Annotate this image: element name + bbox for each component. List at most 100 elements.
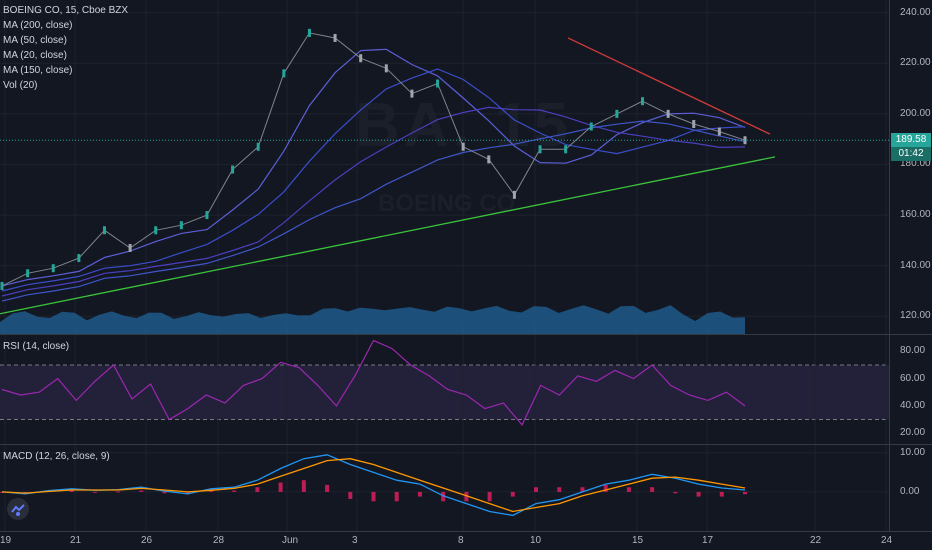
macd-histogram-bar bbox=[417, 491, 422, 497]
price-candle bbox=[0, 281, 4, 290]
macd-line bbox=[1, 454, 746, 517]
bar-countdown-tag: 01:42 bbox=[891, 147, 931, 162]
price-candle bbox=[256, 142, 260, 151]
price-candle bbox=[307, 28, 311, 37]
time-tick-label: 21 bbox=[70, 535, 82, 546]
price-candle bbox=[333, 33, 337, 42]
macd-histogram-bar bbox=[557, 487, 562, 492]
legend-title[interactable]: BOEING CO, 15, Cboe BZX bbox=[3, 5, 129, 16]
price-tick-label: 220.00 bbox=[900, 57, 931, 69]
legend-ma50[interactable]: MA (50, close) bbox=[3, 35, 67, 46]
macd-histogram-bar bbox=[208, 490, 213, 492]
legend-ma150[interactable]: MA (150, close) bbox=[3, 65, 73, 76]
price-candle bbox=[692, 119, 696, 128]
macd-histogram-bar bbox=[116, 491, 121, 493]
price-candle bbox=[666, 109, 670, 118]
legend-ma200[interactable]: MA (200, close) bbox=[3, 20, 73, 31]
macd-histogram-bar bbox=[487, 491, 492, 502]
price-candle bbox=[512, 190, 516, 199]
rsi-pane[interactable]: RSI (14, close) bbox=[0, 335, 889, 444]
rsi-legend[interactable]: RSI (14, close) bbox=[3, 341, 70, 352]
macd-histogram-bar bbox=[278, 482, 283, 492]
pane-divider[interactable] bbox=[0, 444, 932, 445]
macd-histogram-bar bbox=[185, 491, 190, 495]
time-tick-label: 22 bbox=[810, 535, 822, 546]
time-tick-label: 28 bbox=[213, 535, 225, 546]
rsi-tick-label: 80.00 bbox=[900, 345, 926, 357]
indicator-legend: BOEING CO, 15, Cboe BZX MA (200, close) … bbox=[3, 3, 128, 93]
price-candle bbox=[589, 122, 593, 131]
macd-histogram-bar bbox=[69, 490, 74, 492]
macd-histogram-bar bbox=[510, 491, 515, 497]
rsi-chart-svg[interactable] bbox=[0, 335, 889, 444]
price-tick-label: 160.00 bbox=[900, 209, 931, 221]
support-trendline bbox=[0, 156, 776, 315]
resistance-trendline bbox=[567, 37, 771, 135]
price-candle bbox=[154, 226, 158, 235]
price-candle bbox=[26, 269, 30, 278]
pane-divider[interactable] bbox=[0, 334, 932, 335]
macd-histogram-bar bbox=[626, 487, 631, 492]
moving-average-line bbox=[1, 106, 746, 297]
macd-histogram-bar bbox=[696, 491, 701, 497]
time-tick-label: 24 bbox=[881, 535, 893, 546]
time-tick-label: 3 bbox=[352, 535, 358, 546]
macd-histogram-bar bbox=[673, 491, 678, 494]
volume-area bbox=[0, 305, 745, 334]
macd-legend[interactable]: MACD (12, 26, close, 9) bbox=[3, 451, 110, 462]
price-candle bbox=[487, 155, 491, 164]
rsi-tick-label: 20.00 bbox=[900, 427, 926, 439]
price-candle bbox=[641, 97, 645, 106]
rsi-line bbox=[1, 339, 746, 426]
macd-histogram-bar bbox=[371, 491, 376, 502]
legend-ma20[interactable]: MA (20, close) bbox=[3, 50, 67, 61]
macd-histogram-bar bbox=[394, 491, 399, 502]
time-tick-label: Jun bbox=[282, 535, 299, 546]
price-chart-pane[interactable]: BA, 15 BOEING CO BOEING CO, 15, Cboe BZX… bbox=[0, 0, 889, 334]
macd-histogram-bar bbox=[719, 491, 724, 497]
price-candle bbox=[717, 127, 721, 136]
price-tick-label: 200.00 bbox=[900, 107, 931, 119]
price-tick-label: 140.00 bbox=[900, 259, 931, 271]
price-candle bbox=[384, 64, 388, 73]
macd-histogram-bar bbox=[232, 490, 237, 492]
time-tick-label: 17 bbox=[702, 535, 714, 546]
macd-histogram-bar bbox=[464, 491, 469, 502]
macd-histogram-bar bbox=[580, 487, 585, 492]
macd-histogram-bar bbox=[441, 491, 446, 502]
time-tick-label: 19 bbox=[0, 535, 12, 546]
time-tick-label: 8 bbox=[458, 535, 464, 546]
price-candle bbox=[128, 243, 132, 252]
macd-pane[interactable]: MACD (12, 26, close, 9) bbox=[0, 445, 889, 531]
price-candle bbox=[102, 226, 106, 235]
macd-tick-label: 10.00 bbox=[900, 446, 926, 458]
time-axis[interactable]: 19 21 26 28 Jun 3 8 10 15 17 22 24 bbox=[0, 532, 893, 550]
price-candle bbox=[538, 145, 542, 154]
legend-vol[interactable]: Vol (20) bbox=[3, 80, 38, 91]
price-candle bbox=[231, 165, 235, 174]
macd-histogram-bar bbox=[255, 487, 260, 492]
moving-average-line bbox=[1, 68, 746, 292]
macd-histogram-bar bbox=[650, 487, 655, 492]
tradingview-logo-icon[interactable] bbox=[7, 498, 29, 520]
price-candle bbox=[205, 211, 209, 220]
price-chart-svg[interactable] bbox=[0, 0, 889, 334]
macd-histogram-bar bbox=[162, 491, 167, 494]
time-tick-label: 26 bbox=[141, 535, 153, 546]
time-tick-label: 10 bbox=[530, 535, 542, 546]
last-price-tag: 189.58 bbox=[891, 133, 931, 148]
macd-histogram-bar bbox=[301, 480, 306, 492]
price-tick-label: 180.00 bbox=[900, 158, 931, 170]
price-candle bbox=[461, 142, 465, 151]
macd-histogram-bar bbox=[23, 491, 28, 493]
macd-histogram-bar bbox=[743, 491, 747, 495]
macd-histogram-bar bbox=[325, 484, 330, 492]
time-tick-label: 15 bbox=[632, 535, 644, 546]
price-candle bbox=[564, 145, 568, 154]
moving-average-line bbox=[1, 120, 746, 302]
price-tick-label: 240.00 bbox=[900, 6, 931, 18]
macd-histogram-bar bbox=[139, 490, 144, 492]
macd-chart-svg[interactable] bbox=[0, 445, 889, 531]
price-axis[interactable]: 240.00 220.00 200.00 180.00 160.00 140.00 120.… bbox=[889, 0, 932, 531]
macd-histogram-bar bbox=[92, 491, 97, 493]
